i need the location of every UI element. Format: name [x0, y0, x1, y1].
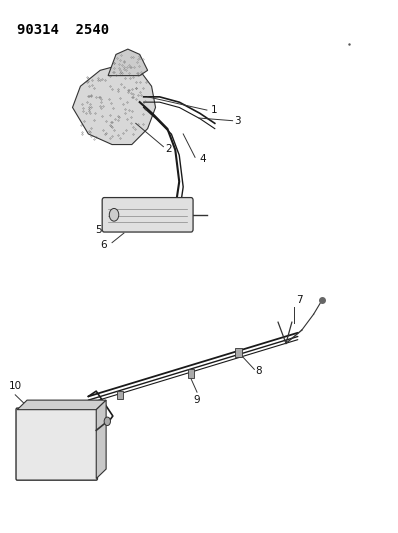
Circle shape: [109, 208, 119, 221]
Polygon shape: [72, 65, 156, 144]
Text: 9: 9: [194, 395, 200, 405]
Text: 5: 5: [96, 225, 102, 236]
Polygon shape: [96, 400, 106, 479]
Polygon shape: [108, 49, 148, 76]
Text: 90314  2540: 90314 2540: [17, 22, 109, 37]
Bar: [235, 348, 242, 357]
Text: 4: 4: [199, 154, 206, 164]
Text: 8: 8: [255, 367, 262, 376]
Circle shape: [104, 417, 111, 425]
Text: 1: 1: [211, 105, 217, 115]
Polygon shape: [17, 400, 106, 410]
Text: 2: 2: [166, 144, 172, 154]
Text: 7: 7: [296, 295, 302, 305]
Text: 6: 6: [101, 240, 107, 251]
Text: 3: 3: [234, 116, 241, 126]
FancyBboxPatch shape: [16, 408, 98, 480]
Text: 10: 10: [9, 381, 22, 391]
Bar: [117, 391, 123, 399]
Bar: [188, 369, 194, 378]
FancyBboxPatch shape: [102, 198, 193, 232]
